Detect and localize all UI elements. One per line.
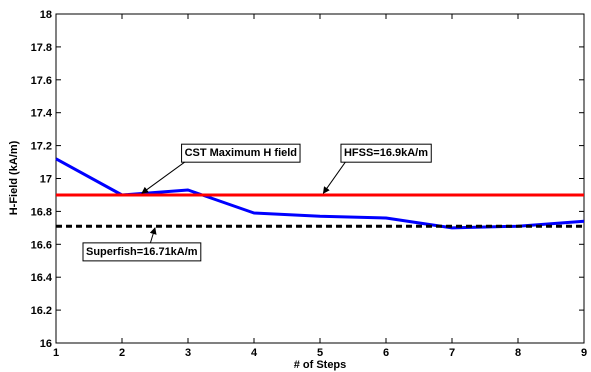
y-tick-label: 17.2 — [31, 141, 52, 153]
annotation-box — [82, 242, 202, 262]
x-tick-label: 7 — [449, 347, 455, 359]
y-axis-label: H-Field (kA/m) — [8, 140, 20, 215]
x-tick-label: 2 — [119, 347, 125, 359]
y-tick-label: 16 — [40, 338, 52, 350]
annotation-arrow — [322, 161, 346, 194]
y-tick-label: 18 — [40, 9, 52, 21]
superfish-annotation: Superfish=16.71kA/m — [82, 227, 202, 262]
y-tick-label: 17 — [40, 174, 52, 186]
hfss-annotation: HFSS=16.9kA/m — [322, 143, 432, 194]
y-tick-label: 16.4 — [31, 272, 53, 284]
annotations-layer: CST Maximum H field HFSS=16.9kA/m Superfis… — [82, 143, 432, 262]
x-tick-label: 8 — [515, 347, 521, 359]
plot-area — [55, 13, 585, 344]
annotation-box — [340, 143, 432, 163]
y-tick-label: 17.6 — [31, 75, 52, 87]
annotation-label: HFSS=16.9kA/m — [344, 147, 428, 159]
y-tick-label: 16.6 — [31, 239, 52, 251]
annotation-arrow — [149, 227, 157, 244]
x-tick-label: 4 — [251, 347, 258, 359]
y-tick-label: 16.2 — [31, 305, 52, 317]
x-tick-label: 5 — [317, 347, 323, 359]
x-tick-label: 9 — [581, 347, 587, 359]
cst-annotation: CST Maximum H field — [141, 143, 301, 194]
y-tick-label: 16.8 — [31, 206, 52, 218]
annotation-box — [181, 143, 301, 163]
annotation-arrow — [141, 161, 185, 194]
ticks-layer: 1 2 3 4 5 6 7 8 9 16 16.2 16.4 16.6 16.8 17 17.2 17.4 17.… — [31, 9, 587, 359]
x-axis-label: # of Steps — [294, 359, 347, 371]
annotation-label: CST Maximum H field — [185, 147, 297, 159]
x-tick-label: 6 — [383, 347, 389, 359]
y-tick-label: 17.4 — [31, 108, 53, 120]
x-tick-label: 3 — [185, 347, 191, 359]
annotation-label: Superfish=16.71kA/m — [86, 246, 198, 258]
x-tick-label: 1 — [53, 347, 59, 359]
y-tick-label: 17.8 — [31, 42, 52, 54]
